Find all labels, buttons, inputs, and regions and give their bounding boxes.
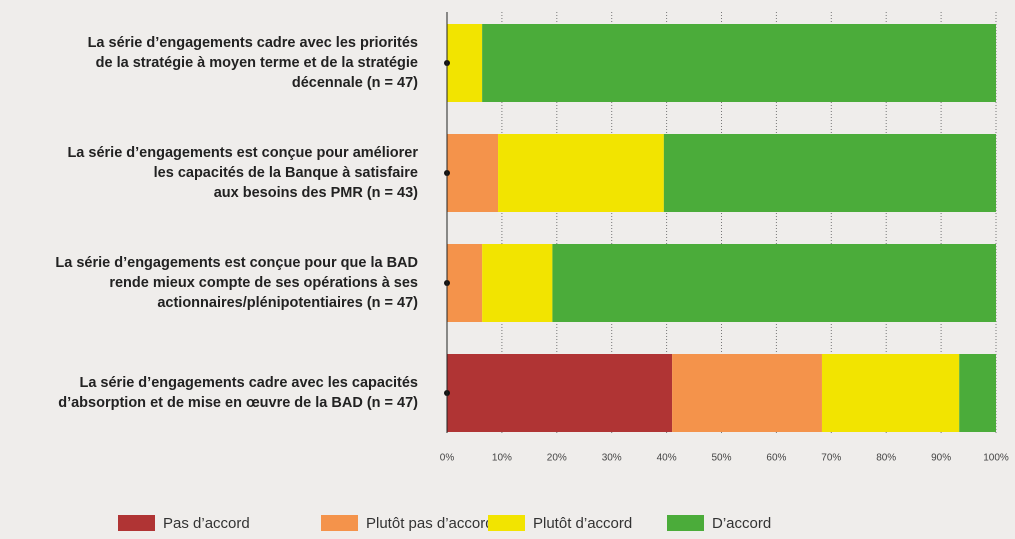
category-label: La série d’engagements cadre avec les pr…: [88, 35, 418, 51]
bar-segment: [447, 244, 483, 322]
x-tick-label: 80%: [876, 453, 896, 464]
category-label: rende mieux compte de ses opérations à s…: [109, 275, 418, 291]
category-label: La série d’engagements est conçue pour q…: [55, 255, 418, 271]
x-tick-label: 60%: [766, 453, 786, 464]
bar-segment: [552, 244, 996, 322]
category-label: de la stratégie à moyen terme et de la s…: [96, 55, 418, 71]
x-tick-label: 100%: [983, 453, 1009, 464]
legend-swatch: [118, 515, 155, 531]
x-tick-label: 50%: [711, 453, 731, 464]
legend-label: Pas d’accord: [163, 515, 250, 532]
category-label: les capacités de la Banque à satisfaire: [154, 165, 418, 181]
x-tick-label: 20%: [547, 453, 567, 464]
legend-label: D’accord: [712, 515, 771, 532]
legend-swatch: [488, 515, 525, 531]
category-label: d’absorption et de mise en œuvre de la B…: [58, 395, 418, 411]
bar-segment: [821, 354, 960, 432]
category-label: aux besoins des PMR (n = 43): [214, 185, 418, 201]
x-tick-label: 10%: [492, 453, 512, 464]
legend-label: Plutôt pas d’accord: [366, 515, 494, 532]
category-label: La série d’engagements cadre avec les ca…: [79, 375, 418, 391]
bar-segment: [498, 134, 664, 212]
category-label: La série d’engagements est conçue pour a…: [67, 145, 418, 161]
bar-segment: [959, 354, 996, 432]
category-label: actionnaires/plénipotentiaires (n = 47): [157, 295, 418, 311]
legend-swatch: [321, 515, 358, 531]
legend-swatch: [667, 515, 704, 531]
bar-segment: [447, 134, 499, 212]
x-tick-label: 70%: [821, 453, 841, 464]
bar-segment: [482, 244, 553, 322]
x-tick-label: 0%: [440, 453, 455, 464]
bar-segment: [663, 134, 996, 212]
bar-segment: [447, 354, 673, 432]
x-tick-label: 90%: [931, 453, 951, 464]
bar-segment: [672, 354, 822, 432]
legend-label: Plutôt d’accord: [533, 515, 632, 532]
bar-segment: [447, 24, 483, 102]
x-tick-label: 40%: [657, 453, 677, 464]
x-tick-label: 30%: [602, 453, 622, 464]
category-label: décennale (n = 47): [292, 75, 418, 91]
bar-segment: [482, 24, 996, 102]
